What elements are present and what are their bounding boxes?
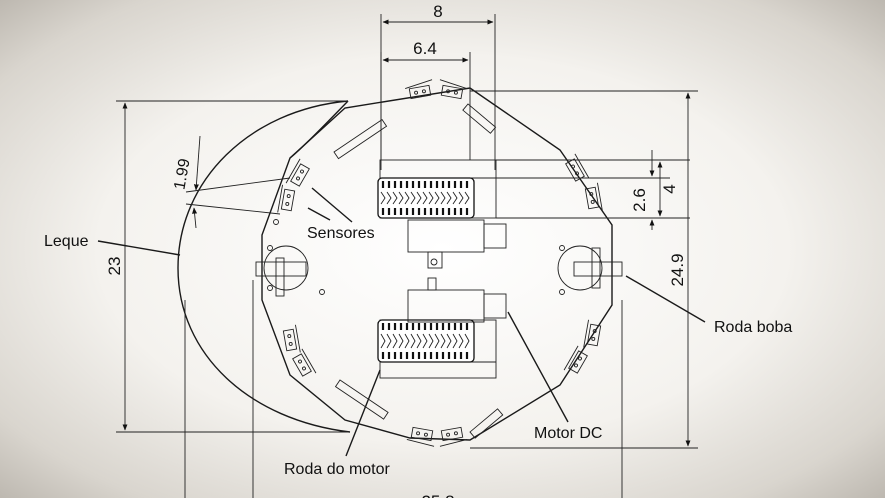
- motor-wheel-top: [377, 159, 497, 219]
- dim-top-outer: [380, 14, 496, 170]
- dim-top-inner: [380, 52, 471, 160]
- motor-wheel-bottom: [377, 319, 497, 379]
- dim-height-left: [116, 100, 350, 433]
- dc-motor-bottom: [407, 277, 507, 323]
- dim-top-inner-label: 6.4: [413, 39, 437, 58]
- caster-left: [255, 245, 309, 297]
- dc-motor-top: [407, 219, 507, 269]
- dim-bottom-width: [184, 280, 623, 498]
- slots: [333, 103, 504, 439]
- dim-sensor-angle-label: 1.99: [171, 157, 193, 191]
- label-motor-wheel: Roda do motor: [284, 461, 391, 478]
- robot-base: [261, 87, 613, 441]
- sensor-switches: [277, 79, 603, 447]
- leader-lines: [97, 187, 706, 457]
- dim-sensor-angle: [185, 135, 291, 229]
- label-fan: Leque: [44, 233, 89, 250]
- dim-wheel-offset-label: 2.6: [630, 188, 649, 212]
- dim-height-right-label: 24.9: [668, 253, 687, 286]
- label-sensors: Sensores: [307, 225, 375, 242]
- dim-small-right: [478, 150, 690, 230]
- caster-right: [273, 219, 623, 295]
- label-motor: Motor DC: [534, 425, 602, 442]
- dim-height-right: [470, 90, 698, 449]
- dim-height-left-label: 23: [105, 257, 124, 276]
- dim-bottom-width-label: 25.8: [421, 492, 454, 498]
- label-caster: Roda boba: [714, 319, 792, 336]
- dim-small-right-label: 4: [660, 184, 679, 193]
- dim-top-outer-label: 8: [433, 2, 442, 21]
